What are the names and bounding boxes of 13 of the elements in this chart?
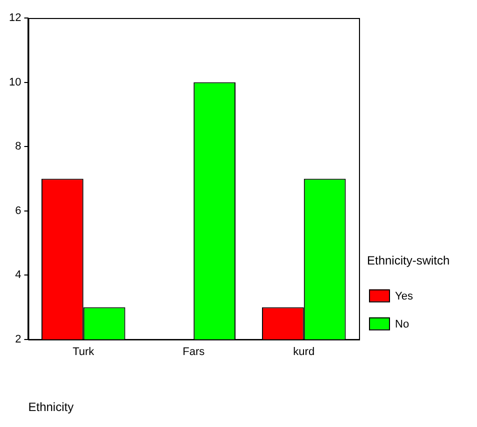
x-tick-label: kurd: [293, 346, 315, 358]
legend-title: Ethnicity-switch: [367, 254, 450, 268]
x-axis-title: Ethnicity: [28, 400, 74, 414]
x-tick-label: Turk: [72, 346, 95, 358]
legend-label: Yes: [395, 290, 414, 302]
y-tick-label: 12: [8, 12, 22, 24]
y-tick-label: 6: [15, 204, 22, 217]
y-tick-label: 4: [15, 269, 22, 282]
legend-label: No: [395, 318, 410, 330]
y-tick-label: 2: [15, 333, 22, 346]
y-tick-label: 8: [15, 140, 22, 153]
y-tick-label: 10: [8, 76, 22, 88]
x-tick-label: Fars: [182, 346, 206, 358]
